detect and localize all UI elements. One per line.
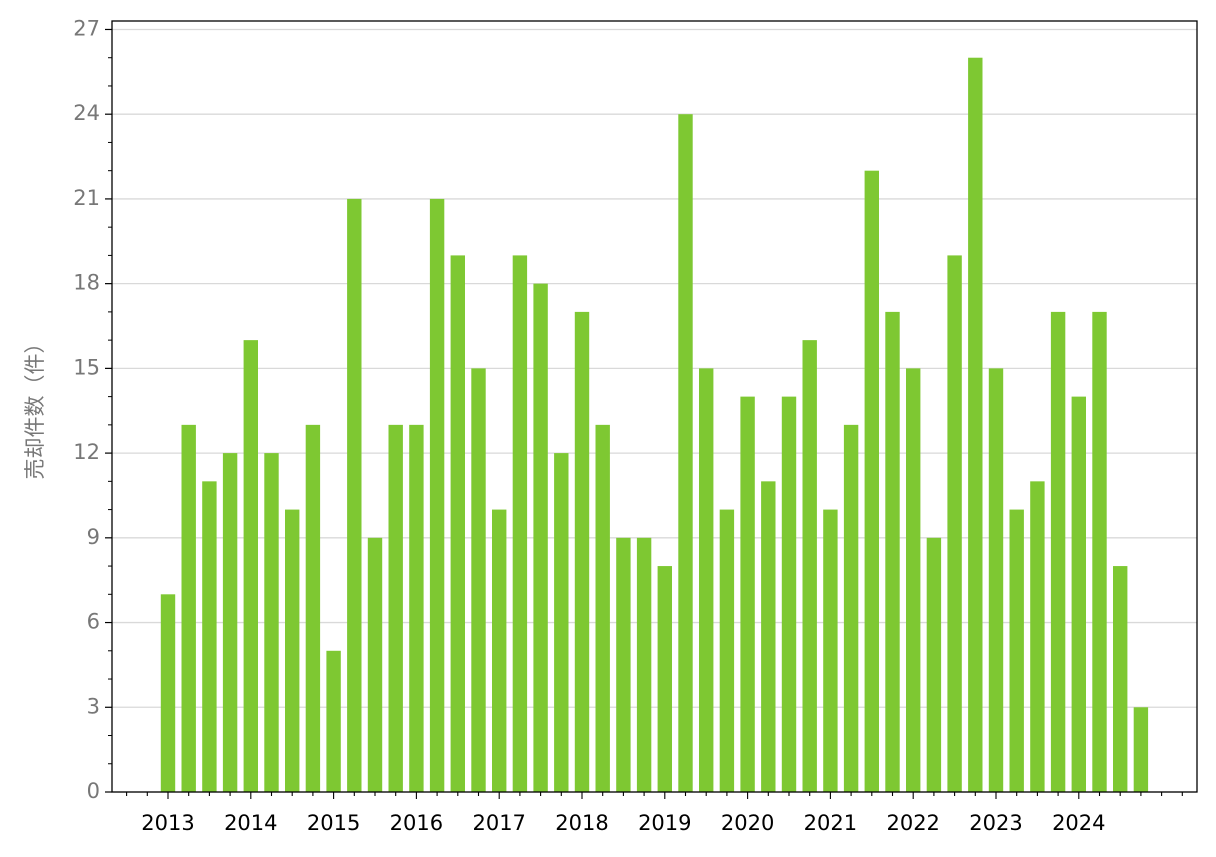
y-tick-label: 27	[73, 16, 100, 40]
bar	[1133, 707, 1149, 792]
y-tick-label: 0	[87, 779, 100, 803]
bar	[1113, 566, 1128, 792]
bar	[699, 368, 714, 792]
bar	[781, 396, 797, 792]
plot-frame	[111, 20, 1198, 793]
y-axis-label: 売却件数（件）	[23, 333, 47, 480]
bar	[802, 340, 817, 792]
bar	[222, 453, 238, 792]
bar	[492, 509, 507, 792]
bar	[264, 453, 279, 792]
x-tick-label: 2015	[307, 811, 360, 835]
bar	[906, 368, 921, 792]
y-tick-label: 18	[73, 271, 100, 295]
bar	[968, 57, 983, 792]
bar	[388, 424, 403, 792]
x-tick-label: 2014	[224, 811, 277, 835]
bar	[1009, 509, 1024, 792]
bar	[885, 311, 900, 792]
bar	[926, 537, 942, 792]
bar	[326, 650, 341, 792]
bar	[1030, 481, 1045, 792]
y-tick-label: 6	[87, 610, 100, 634]
x-tick-label: 2020	[721, 811, 774, 835]
bar	[347, 198, 362, 792]
bar	[160, 594, 176, 792]
bar	[429, 198, 445, 792]
bar	[761, 481, 776, 792]
bar	[533, 283, 548, 792]
x-tick-label: 2021	[804, 811, 857, 835]
x-tick-label: 2016	[390, 811, 443, 835]
bar	[657, 566, 672, 792]
bar	[1092, 311, 1107, 792]
x-tick-label: 2024	[1052, 811, 1105, 835]
bar	[595, 424, 610, 792]
y-tick-label: 21	[73, 186, 100, 210]
y-tick-label: 15	[73, 355, 100, 379]
bar	[574, 311, 590, 792]
bar	[285, 509, 300, 792]
y-tick-label: 9	[87, 525, 100, 549]
bar	[678, 114, 693, 792]
bar	[864, 170, 879, 792]
bar	[305, 424, 321, 792]
bar	[202, 481, 217, 792]
y-tick-label: 3	[87, 694, 100, 718]
y-tick-label: 12	[73, 440, 100, 464]
bar	[471, 368, 486, 792]
bar	[1050, 311, 1066, 792]
y-tick-label: 24	[73, 101, 100, 125]
bar	[243, 340, 258, 792]
x-tick-label: 2017	[472, 811, 525, 835]
x-tick-label: 2019	[638, 811, 691, 835]
bar	[1071, 396, 1086, 792]
bar	[181, 424, 196, 792]
bar	[719, 509, 735, 792]
bar	[512, 255, 528, 792]
bar	[843, 424, 859, 792]
bar	[450, 255, 465, 792]
bar	[947, 255, 962, 792]
bar	[823, 509, 838, 792]
x-tick-label: 2022	[886, 811, 939, 835]
bar	[740, 396, 755, 792]
bar	[554, 453, 569, 792]
x-tick-label: 2023	[969, 811, 1022, 835]
bar	[988, 368, 1004, 792]
x-tick-label: 2018	[555, 811, 608, 835]
bar	[636, 537, 652, 792]
x-tick-label: 2013	[141, 811, 194, 835]
bar	[616, 537, 631, 792]
bar	[367, 537, 383, 792]
bar	[409, 424, 424, 792]
